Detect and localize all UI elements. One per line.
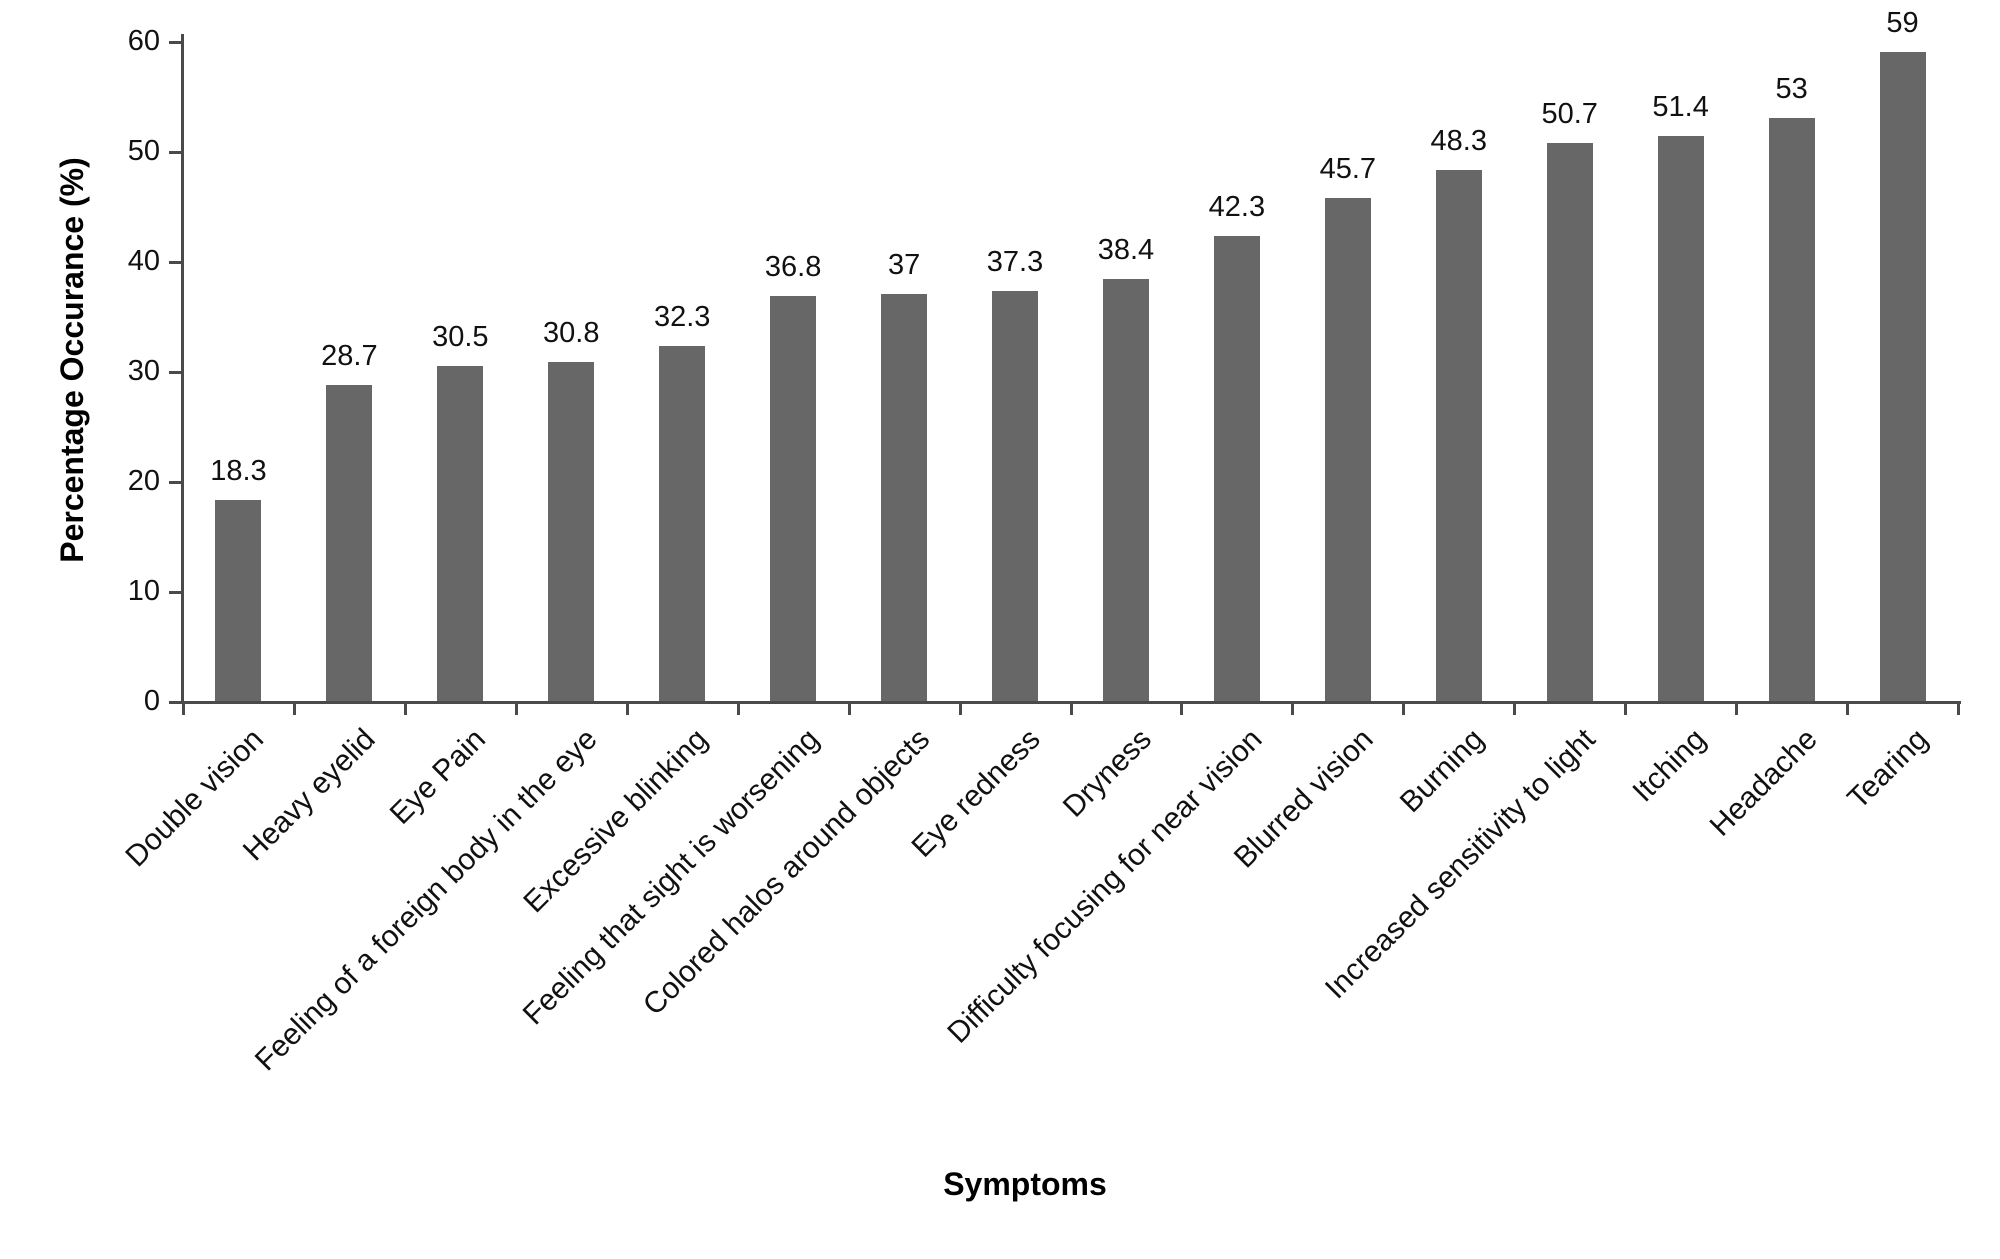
- bar-value-label: 42.3: [1208, 190, 1266, 223]
- bar-value-label: 53: [1775, 73, 1808, 105]
- y-axis-tick-label: 30: [127, 354, 160, 387]
- x-axis-tick: [847, 701, 851, 715]
- category-label: Headache: [1703, 722, 1824, 843]
- x-axis-tick: [1957, 701, 1960, 715]
- bar: [1879, 52, 1926, 701]
- bar: [1546, 143, 1593, 701]
- bar-value-label: 45.7: [1319, 153, 1377, 186]
- y-axis-tick: [169, 481, 183, 484]
- y-axis-tick: [169, 591, 183, 594]
- y-axis-tick-label: 10: [127, 574, 160, 607]
- y-axis-line: [181, 34, 184, 704]
- bar: [1768, 118, 1815, 701]
- bar-value-label: 50.7: [1541, 98, 1598, 131]
- bar: [1435, 169, 1482, 701]
- x-axis-tick: [1513, 701, 1517, 715]
- x-axis-tick: [736, 701, 740, 715]
- bar: [992, 290, 1039, 701]
- category-label: Eye Pain: [384, 722, 493, 831]
- bar: [215, 499, 262, 701]
- x-axis-tick: [625, 701, 629, 715]
- bar-value-label: 32.3: [653, 300, 711, 333]
- category-label: Dryness: [1056, 722, 1158, 824]
- x-axis-tick: [1402, 701, 1406, 715]
- y-axis-tick-label: 0: [143, 684, 160, 717]
- bar: [770, 296, 817, 701]
- x-axis-tick: [1291, 701, 1295, 715]
- y-axis-tick: [169, 151, 183, 154]
- bar-value-label: 59: [1886, 7, 1919, 39]
- bar: [326, 385, 373, 701]
- bar-value-label: 36.8: [764, 251, 822, 284]
- x-axis-tick: [1846, 701, 1850, 715]
- bar-value-label: 37: [887, 249, 921, 281]
- bar-value-label: 30.8: [543, 317, 600, 350]
- category-label: Burning: [1394, 722, 1491, 820]
- y-axis-tick: [169, 371, 183, 374]
- bar-value-label: 18.3: [210, 454, 267, 487]
- y-axis-tick-label: 40: [127, 244, 160, 277]
- bar-value-label: 38.4: [1097, 233, 1155, 266]
- y-axis-tick-label: 50: [127, 134, 160, 167]
- x-axis-tick: [403, 701, 407, 715]
- x-axis-tick: [292, 701, 296, 715]
- x-axis-tick: [1069, 701, 1073, 715]
- y-axis-tick: [169, 261, 183, 264]
- bar-value-label: 51.4: [1652, 90, 1709, 123]
- x-axis-tick: [1180, 701, 1184, 715]
- bar-value-label: 37.3: [986, 245, 1044, 278]
- category-label: Tearing: [1841, 722, 1935, 816]
- bar: [1213, 235, 1260, 701]
- bar: [437, 365, 484, 701]
- y-axis-tick-label: 60: [127, 24, 160, 57]
- x-axis-tick: [1735, 701, 1739, 715]
- x-axis-tick: [958, 701, 962, 715]
- bar: [1657, 135, 1704, 701]
- bar: [548, 362, 595, 701]
- y-axis-tick-label: 20: [127, 464, 160, 497]
- bar-value-label: 30.5: [432, 320, 489, 353]
- bar: [881, 294, 928, 701]
- x-axis-tick: [514, 701, 518, 715]
- bar: [1324, 198, 1371, 701]
- bar-value-label: 48.3: [1430, 124, 1488, 157]
- category-label: Itching: [1626, 722, 1713, 809]
- bar: [659, 345, 706, 701]
- y-axis-tick: [169, 701, 183, 704]
- bar-value-label: 28.7: [321, 340, 378, 373]
- x-axis-tick: [1624, 701, 1628, 715]
- bar: [1102, 278, 1149, 701]
- y-axis-title: Percentage Occurance (%): [54, 157, 90, 563]
- y-axis-tick: [169, 41, 183, 44]
- x-axis-tick: [182, 701, 185, 715]
- x-axis-title: Symptoms: [943, 1166, 1107, 1202]
